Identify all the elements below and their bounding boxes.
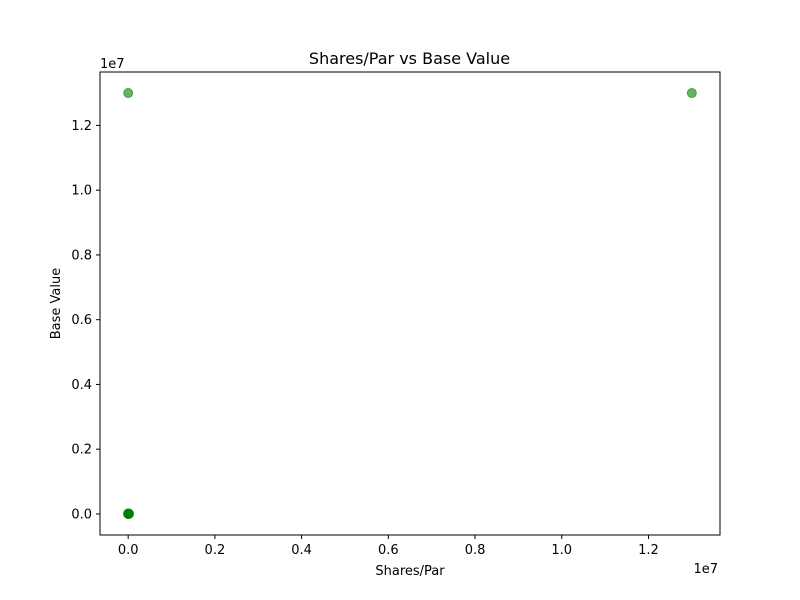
- x-tick-label: 0.2: [205, 543, 226, 558]
- x-tick-label: 0.8: [465, 543, 486, 558]
- y-tick-label: 1.2: [71, 119, 92, 134]
- plot-frame: [99, 71, 721, 536]
- y-tick-label: 0.6: [71, 313, 92, 328]
- y-tick-label: 1.0: [71, 184, 92, 199]
- x-tick-label: 0.0: [118, 543, 139, 558]
- y-tick-label: 0.2: [71, 443, 92, 458]
- y-axis: 0.0 0.2 0.4 0.6 0.8 1.0 1.2: [71, 119, 100, 522]
- x-offset-label: 1e7: [693, 562, 718, 577]
- y-tick-label: 0.8: [71, 248, 92, 263]
- x-axis: 0.0 0.2 0.4 0.6 0.8 1.0 1.2: [118, 535, 659, 558]
- data-point-1: [686, 88, 697, 99]
- data-point-0: [123, 88, 134, 99]
- x-tick-label: 1.0: [551, 543, 572, 558]
- chart-title: Shares/Par vs Base Value: [309, 49, 510, 68]
- points-layer: [123, 88, 697, 519]
- plot-area: [99, 71, 721, 536]
- x-tick-label: 0.6: [378, 543, 399, 558]
- y-tick-label: 0.4: [71, 378, 92, 393]
- x-tick-label: 0.4: [291, 543, 312, 558]
- y-tick-label: 0.0: [71, 507, 92, 522]
- data-point-9: [123, 508, 134, 519]
- x-tick-label: 1.2: [638, 543, 659, 558]
- x-axis-label: Shares/Par: [375, 564, 445, 579]
- y-offset-label: 1e7: [100, 57, 125, 72]
- y-axis-label: Base Value: [49, 268, 64, 340]
